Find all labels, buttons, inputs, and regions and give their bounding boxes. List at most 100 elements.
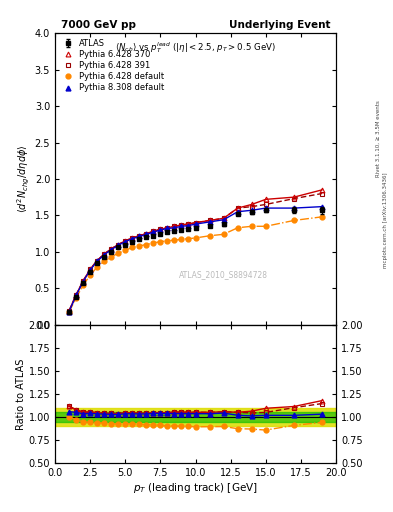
Text: Rivet 3.1.10, ≥ 3.5M events: Rivet 3.1.10, ≥ 3.5M events bbox=[376, 100, 380, 177]
Text: ATLAS_2010_S8894728: ATLAS_2010_S8894728 bbox=[179, 271, 268, 280]
Pythia 6.428 370 bbox=[179, 222, 184, 228]
Y-axis label: $\langle d^2 N_{chg}/d\eta d\phi \rangle$: $\langle d^2 N_{chg}/d\eta d\phi \rangle… bbox=[16, 145, 32, 214]
Pythia 6.428 default bbox=[137, 243, 142, 249]
Pythia 6.428 default bbox=[95, 264, 99, 270]
Pythia 8.308 default bbox=[130, 236, 135, 242]
Pythia 6.428 370 bbox=[67, 308, 72, 314]
Pythia 8.308 default bbox=[263, 205, 268, 211]
Pythia 8.308 default bbox=[172, 225, 177, 231]
Pythia 6.428 370 bbox=[88, 266, 92, 272]
Pythia 6.428 370 bbox=[74, 292, 79, 298]
Pythia 6.428 391 bbox=[235, 205, 240, 211]
Bar bbox=[55, 413, 336, 422]
Pythia 6.428 370 bbox=[186, 221, 191, 227]
Pythia 6.428 default bbox=[221, 231, 226, 238]
Pythia 6.428 391 bbox=[102, 251, 107, 257]
Pythia 6.428 370 bbox=[95, 258, 99, 264]
Pythia 6.428 391 bbox=[172, 223, 177, 229]
Pythia 6.428 default bbox=[123, 247, 128, 253]
Pythia 6.428 default bbox=[144, 242, 149, 248]
Pythia 8.308 default bbox=[158, 227, 163, 233]
Pythia 6.428 391 bbox=[109, 246, 114, 252]
Pythia 6.428 default bbox=[320, 214, 324, 220]
Text: mcplots.cern.ch [arXiv:1306.3436]: mcplots.cern.ch [arXiv:1306.3436] bbox=[383, 173, 387, 268]
Pythia 8.308 default bbox=[221, 217, 226, 223]
Pythia 6.428 391 bbox=[186, 221, 191, 227]
Pythia 6.428 default bbox=[74, 294, 79, 301]
Pythia 6.428 default bbox=[165, 238, 170, 244]
Pythia 6.428 391 bbox=[158, 226, 163, 232]
Pythia 6.428 default bbox=[67, 309, 72, 315]
Legend: ATLAS, Pythia 6.428 370, Pythia 6.428 391, Pythia 6.428 default, Pythia 8.308 de: ATLAS, Pythia 6.428 370, Pythia 6.428 39… bbox=[59, 37, 166, 94]
Pythia 6.428 391 bbox=[123, 238, 128, 244]
Pythia 6.428 370 bbox=[250, 201, 254, 207]
Pythia 6.428 370 bbox=[235, 205, 240, 211]
Pythia 6.428 default bbox=[186, 236, 191, 242]
Pythia 6.428 370 bbox=[81, 278, 86, 284]
Pythia 6.428 370 bbox=[123, 238, 128, 244]
Pythia 6.428 370 bbox=[102, 251, 107, 257]
Pythia 6.428 default bbox=[179, 237, 184, 243]
Text: Underlying Event: Underlying Event bbox=[229, 20, 331, 30]
Pythia 6.428 370 bbox=[109, 246, 114, 252]
Pythia 6.428 370 bbox=[137, 232, 142, 239]
Pythia 6.428 370 bbox=[193, 220, 198, 226]
Pythia 6.428 391 bbox=[137, 232, 142, 239]
Pythia 6.428 370 bbox=[144, 230, 149, 237]
Pythia 6.428 391 bbox=[193, 220, 198, 226]
Pythia 6.428 391 bbox=[250, 204, 254, 210]
Pythia 8.308 default bbox=[88, 267, 92, 273]
Pythia 8.308 default bbox=[67, 308, 72, 314]
Bar bbox=[55, 408, 336, 426]
Pythia 6.428 370 bbox=[151, 228, 156, 234]
Pythia 8.308 default bbox=[179, 223, 184, 229]
Pythia 8.308 default bbox=[144, 231, 149, 238]
Pythia 6.428 370 bbox=[207, 218, 212, 224]
Pythia 6.428 391 bbox=[320, 190, 324, 197]
Pythia 8.308 default bbox=[165, 225, 170, 231]
Pythia 6.428 391 bbox=[88, 266, 92, 272]
Pythia 6.428 default bbox=[263, 223, 268, 229]
Pythia 6.428 391 bbox=[207, 218, 212, 224]
Line: Pythia 6.428 391: Pythia 6.428 391 bbox=[67, 191, 324, 313]
Pythia 6.428 default bbox=[102, 258, 107, 264]
Pythia 8.308 default bbox=[292, 205, 296, 211]
Pythia 6.428 default bbox=[81, 282, 86, 288]
Text: 7000 GeV pp: 7000 GeV pp bbox=[61, 20, 136, 30]
Pythia 8.308 default bbox=[123, 239, 128, 245]
Pythia 6.428 default bbox=[151, 240, 156, 246]
Pythia 8.308 default bbox=[151, 229, 156, 235]
Pythia 6.428 default bbox=[235, 225, 240, 231]
Pythia 8.308 default bbox=[116, 242, 121, 248]
Pythia 6.428 370 bbox=[165, 225, 170, 231]
Pythia 6.428 370 bbox=[292, 194, 296, 200]
Pythia 6.428 391 bbox=[263, 201, 268, 207]
Pythia 8.308 default bbox=[95, 258, 99, 264]
Pythia 6.428 391 bbox=[179, 222, 184, 228]
Pythia 6.428 370 bbox=[158, 226, 163, 232]
Pythia 6.428 370 bbox=[263, 196, 268, 202]
Pythia 8.308 default bbox=[250, 207, 254, 214]
Pythia 6.428 370 bbox=[130, 235, 135, 241]
Pythia 6.428 391 bbox=[144, 230, 149, 237]
Pythia 8.308 default bbox=[320, 204, 324, 210]
Pythia 6.428 default bbox=[158, 239, 163, 245]
Pythia 6.428 default bbox=[130, 244, 135, 250]
Pythia 8.308 default bbox=[102, 251, 107, 258]
Pythia 6.428 391 bbox=[74, 292, 79, 298]
Pythia 6.428 391 bbox=[95, 258, 99, 264]
Pythia 6.428 370 bbox=[172, 223, 177, 229]
Pythia 8.308 default bbox=[109, 247, 114, 253]
Pythia 8.308 default bbox=[74, 292, 79, 298]
Pythia 6.428 default bbox=[172, 237, 177, 243]
Pythia 8.308 default bbox=[193, 221, 198, 227]
Y-axis label: Ratio to ATLAS: Ratio to ATLAS bbox=[16, 358, 26, 430]
Line: Pythia 6.428 370: Pythia 6.428 370 bbox=[67, 187, 324, 313]
Pythia 6.428 391 bbox=[292, 196, 296, 202]
Pythia 8.308 default bbox=[186, 223, 191, 229]
Pythia 8.308 default bbox=[137, 233, 142, 240]
Pythia 6.428 391 bbox=[165, 225, 170, 231]
Line: Pythia 8.308 default: Pythia 8.308 default bbox=[67, 204, 324, 314]
Pythia 6.428 391 bbox=[151, 228, 156, 234]
Pythia 6.428 default bbox=[109, 254, 114, 260]
